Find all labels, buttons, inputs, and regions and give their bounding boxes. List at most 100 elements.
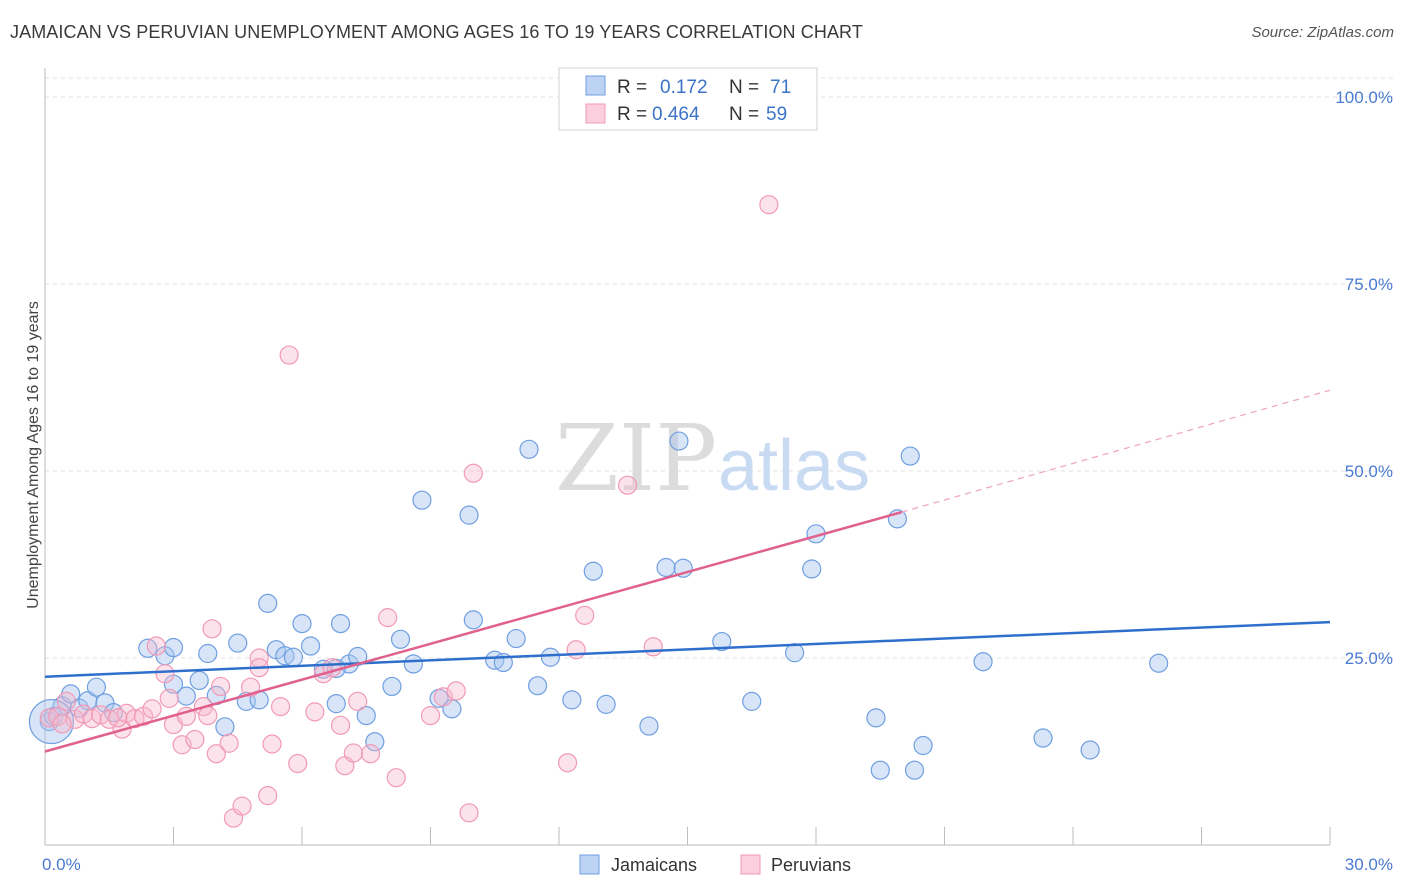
peruvians-point-15: [159, 688, 179, 708]
watermark-atlas: atlas: [718, 426, 870, 506]
legend-r-value-2: 0.464: [652, 104, 700, 125]
jamaicans-point-40: [463, 610, 483, 630]
jamaicans-point-43: [506, 628, 526, 649]
source-label: Source: ZipAtlas.com: [1251, 24, 1394, 41]
bottom-legend: Jamaicans Peruvians: [579, 854, 851, 875]
jamaicans-point-16: [215, 717, 235, 737]
legend-n-label-2: N =: [729, 104, 759, 125]
bottom-legend-swatch-jamaicans: [579, 854, 600, 875]
jamaicans-point-46: [540, 647, 561, 667]
jamaicans-point-12: [176, 686, 196, 706]
jamaicans-point-33: [382, 676, 402, 697]
jamaicans-point-55: [742, 691, 762, 711]
chart-title: JAMAICAN VS PERUVIAN UNEMPLOYMENT AMONG …: [10, 22, 863, 42]
jamaicans-point-20: [258, 593, 278, 613]
peruvians-point-54: [617, 475, 638, 495]
jamaicans-point-23: [283, 647, 304, 667]
peruvians-point-50: [463, 463, 483, 483]
jamaicans-point-65: [973, 652, 993, 672]
jamaicans-point-25: [300, 636, 321, 656]
jamaicans-point-66: [1033, 728, 1053, 748]
jamaicans-point-6: [86, 677, 107, 697]
jamaicans-point-56: [784, 643, 805, 663]
peruvians-point-42: [348, 691, 368, 711]
peruvians-point-35: [288, 753, 308, 774]
jamaicans-point-28: [330, 613, 351, 634]
jamaicans-point-63: [904, 760, 925, 780]
jamaicans-point-14: [198, 643, 218, 664]
jamaicans-point-31: [356, 705, 376, 726]
jamaicans-point-59: [866, 708, 886, 728]
jamaicans-point-45: [527, 676, 548, 696]
jamaicans-point-39: [459, 505, 479, 525]
jamaicans-point-47: [562, 690, 582, 710]
watermark-zip: ZIP: [555, 405, 717, 512]
y-tick-label-75: 75.0%: [1345, 275, 1393, 294]
jamaicans-point-51: [656, 557, 676, 578]
jamaicans-point-13: [189, 670, 209, 691]
peruvians-point-21: [198, 705, 218, 726]
peruvians-point-55: [643, 637, 663, 657]
peruvians-point-49: [459, 803, 479, 823]
bottom-legend-swatch-peruvians: [740, 854, 761, 875]
peruvians-point-48: [446, 681, 466, 701]
x-tick-label-0: 0.0%: [42, 855, 81, 874]
peruvians-point-32: [262, 734, 282, 754]
y-tick-label-100: 100.0%: [1335, 88, 1393, 107]
peruvians-point-56: [759, 195, 779, 215]
peruvians-point-31: [258, 786, 278, 806]
jamaicans-point-62: [900, 446, 920, 466]
jamaicans-point-24: [292, 613, 312, 634]
jamaicans-point-57: [802, 559, 822, 579]
x-tick-labels: 0.0% 30.0%: [42, 855, 1393, 874]
jamaicans-trend-line: [44, 620, 1331, 678]
peruvians-point-39: [330, 715, 351, 735]
jamaicans-point-34: [390, 629, 411, 649]
legend: R = 0.172 N = 71 R = 0.464 N = 59: [558, 67, 818, 131]
peruvians-point-12: [142, 699, 162, 719]
peruvians-point-27: [232, 796, 252, 816]
jamaicans-point-68: [1149, 653, 1169, 673]
jamaicans-point-30: [348, 646, 368, 667]
bottom-legend-peruvians: Peruvians: [771, 855, 851, 875]
axes: [44, 68, 1331, 846]
peruvians-points: [39, 195, 779, 828]
peruvians-point-22: [202, 619, 222, 639]
legend-swatch-jamaicans: [585, 75, 606, 96]
peruvians-point-46: [420, 705, 441, 726]
jamaicans-point-50: [639, 716, 659, 736]
jamaicans-point-35: [403, 654, 423, 674]
peruvians-point-14: [155, 664, 175, 684]
peruvians-point-2: [56, 691, 77, 711]
jamaicans-point-49: [596, 694, 616, 714]
peruvians-point-33: [270, 697, 291, 717]
peruvians-point-41: [343, 743, 363, 763]
jamaicans-point-36: [412, 490, 432, 510]
peruvians-point-24: [211, 676, 231, 697]
peruvians-point-13: [146, 636, 166, 656]
peruvians-trend-line: [44, 510, 903, 753]
peruvians-point-25: [219, 733, 239, 753]
jamaicans-point-52: [669, 431, 689, 451]
y-tick-label-50: 50.0%: [1345, 462, 1393, 481]
peruvians-point-4: [73, 704, 94, 724]
trend-lines: [44, 389, 1331, 753]
gridlines: [45, 77, 1395, 659]
jamaicans-point-17: [228, 633, 248, 653]
jamaicans-point-32: [365, 732, 385, 752]
jamaicans-point-54: [712, 631, 732, 652]
y-axis-label: Unemployment Among Ages 16 to 19 years: [25, 301, 42, 609]
legend-n-value-2: 59: [766, 104, 787, 125]
peruvians-point-52: [566, 640, 586, 660]
jamaicans-point-60: [870, 760, 890, 780]
peruvians-point-45: [386, 768, 406, 788]
y-tick-labels: 25.0% 50.0% 75.0% 100.0%: [1335, 88, 1393, 668]
peruvians-point-19: [185, 729, 205, 750]
peruvians-point-57: [52, 714, 72, 734]
legend-r-value-1: 0.172: [660, 77, 708, 98]
y-tick-label-25: 25.0%: [1345, 649, 1393, 668]
legend-n-label-1: N =: [729, 77, 759, 98]
jamaicans-point-64: [913, 735, 933, 756]
jamaicans-point-69: [163, 637, 184, 658]
